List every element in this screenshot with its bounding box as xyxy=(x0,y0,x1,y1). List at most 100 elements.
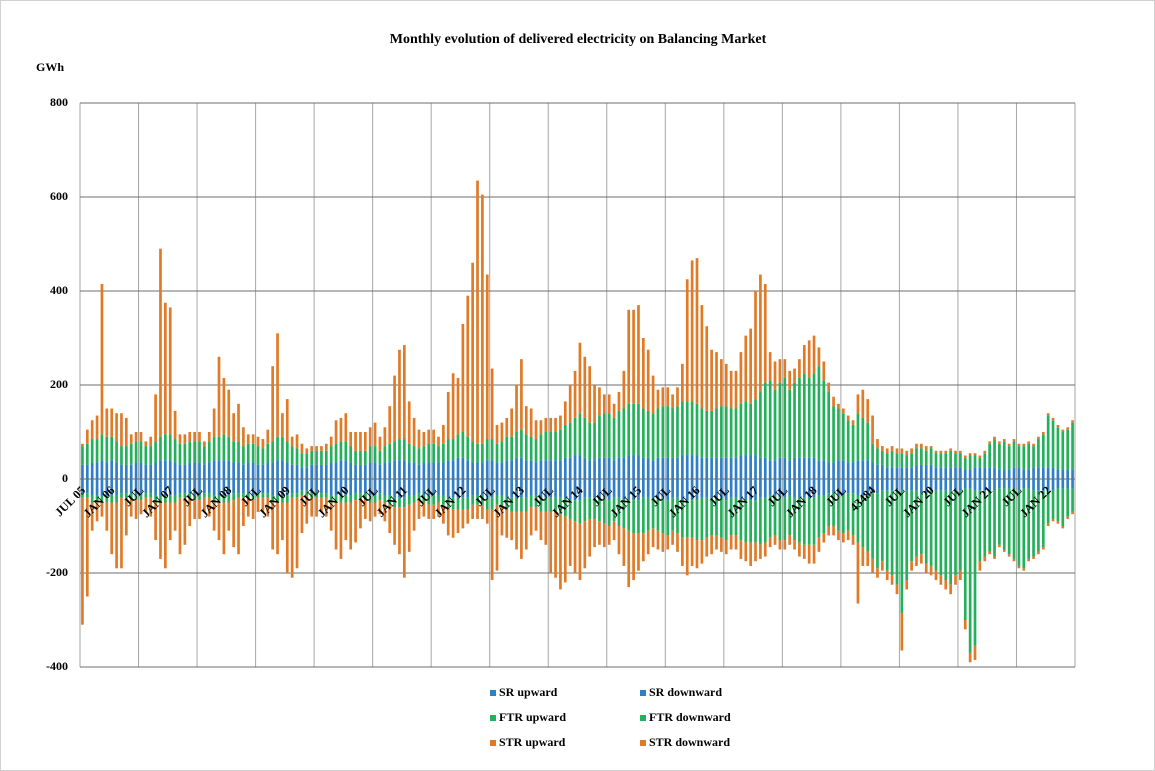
bar xyxy=(1061,488,1065,526)
bar xyxy=(768,495,772,538)
bar xyxy=(183,493,187,498)
bar xyxy=(422,446,426,463)
bar xyxy=(681,537,684,566)
bar xyxy=(471,441,474,463)
bar xyxy=(154,462,157,479)
bar xyxy=(1002,488,1006,550)
bar xyxy=(129,493,133,498)
bar xyxy=(329,462,333,479)
bar xyxy=(144,441,148,447)
bar xyxy=(705,537,709,557)
bar xyxy=(705,410,709,458)
bar xyxy=(749,542,752,566)
bar xyxy=(773,460,777,479)
bar xyxy=(295,493,299,498)
bar xyxy=(939,479,943,491)
bar xyxy=(812,373,816,458)
bar xyxy=(403,439,406,461)
bar xyxy=(827,493,831,526)
bar xyxy=(851,493,855,536)
y-tick-label: 600 xyxy=(50,189,68,203)
bar xyxy=(617,457,621,479)
bar xyxy=(115,495,118,503)
bar xyxy=(637,533,640,571)
bar xyxy=(559,479,562,498)
bar xyxy=(715,535,718,550)
bar xyxy=(617,479,621,498)
bar xyxy=(1032,467,1035,479)
bar xyxy=(676,406,679,458)
bar xyxy=(539,420,543,435)
bar xyxy=(812,457,816,479)
bar xyxy=(871,558,874,573)
bar xyxy=(1061,429,1065,432)
bar xyxy=(471,495,474,505)
bar xyxy=(827,392,831,463)
bar xyxy=(973,467,977,479)
bar xyxy=(403,460,406,479)
bar xyxy=(705,326,709,411)
bar xyxy=(544,417,548,432)
bar xyxy=(144,446,148,465)
bar xyxy=(510,479,513,498)
bar xyxy=(373,479,377,496)
y-axis-label: GWh xyxy=(36,60,64,74)
bar xyxy=(310,464,314,479)
bar xyxy=(164,460,167,479)
bar xyxy=(110,408,114,437)
bar xyxy=(846,479,850,494)
bar xyxy=(334,420,338,444)
bar xyxy=(1066,479,1070,489)
bar xyxy=(412,479,416,496)
bar xyxy=(203,479,206,494)
bar xyxy=(861,389,865,418)
bar xyxy=(310,493,314,498)
bar xyxy=(95,439,99,463)
bar xyxy=(495,424,499,444)
bar xyxy=(246,462,250,479)
bar xyxy=(1056,488,1060,522)
bar xyxy=(851,479,855,494)
bar xyxy=(744,542,748,562)
bar xyxy=(81,497,84,625)
bar xyxy=(744,500,748,543)
bar xyxy=(905,455,909,468)
bar xyxy=(563,497,567,517)
bar xyxy=(300,453,304,468)
bar xyxy=(232,500,235,548)
bar xyxy=(1007,554,1011,557)
bar xyxy=(900,453,904,468)
bar xyxy=(754,399,757,456)
bar xyxy=(651,479,655,498)
bar xyxy=(602,497,606,524)
bar xyxy=(1007,469,1011,479)
bar xyxy=(763,542,767,557)
bar xyxy=(895,490,899,585)
bar xyxy=(349,462,353,479)
bar xyxy=(188,432,192,442)
bar xyxy=(290,446,294,465)
y-tick-label: 400 xyxy=(50,283,68,297)
bar xyxy=(290,497,294,578)
bar xyxy=(354,500,357,543)
bar xyxy=(783,479,787,498)
bar xyxy=(134,441,138,463)
bar xyxy=(237,479,240,494)
bar xyxy=(232,479,235,494)
bar xyxy=(227,389,231,437)
bar xyxy=(500,422,504,442)
bar xyxy=(451,509,455,538)
bar xyxy=(612,460,616,479)
bar xyxy=(349,432,353,447)
bar xyxy=(212,460,216,479)
legend-swatch xyxy=(490,740,496,746)
bar xyxy=(837,460,840,479)
bar xyxy=(466,497,470,510)
bar xyxy=(500,507,504,536)
bar xyxy=(578,342,582,414)
bar xyxy=(344,495,348,503)
bar xyxy=(154,495,157,503)
bar xyxy=(281,436,284,461)
bar xyxy=(612,521,616,541)
bar xyxy=(685,279,689,402)
